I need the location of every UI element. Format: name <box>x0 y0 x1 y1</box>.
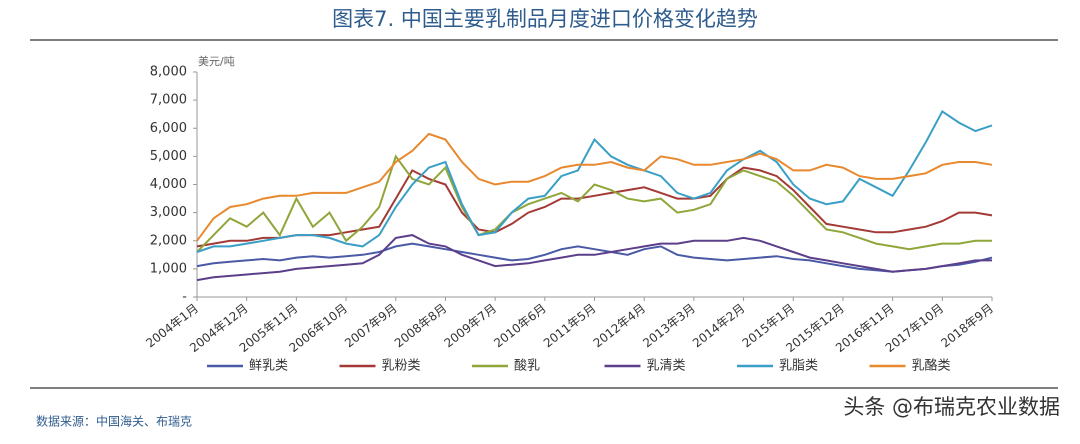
series-line <box>196 242 993 273</box>
legend-label: 乳酪类 <box>912 358 951 374</box>
series-line <box>196 109 993 253</box>
x-tick-label: 2008年8月 <box>392 301 450 350</box>
source: 数据来源：中国海关、布瑞克 <box>36 414 192 429</box>
chart-title: 图表7. 中国主要乳制品月度进口价格变化趋势 <box>332 7 758 31</box>
legend-label: 鲜乳类 <box>249 359 288 374</box>
legend-label: 乳脂类 <box>779 359 818 374</box>
y-tick-label: 5,000 <box>150 149 187 164</box>
y-tick-label: - <box>182 290 187 305</box>
x-tick-label: 2018年9月 <box>938 301 996 350</box>
x-tick-label: 2013年3月 <box>640 301 698 350</box>
series-line <box>196 234 992 282</box>
y-tick-label: 1,000 <box>150 261 187 276</box>
y-tick-label: 2,000 <box>150 233 187 248</box>
watermark: 头条 @布瑞克农业数据 <box>843 395 1060 419</box>
x-tick-label: 2012年4月 <box>591 301 649 350</box>
series-line <box>196 132 993 242</box>
x-tick-label: 2011年5月 <box>541 301 599 350</box>
series-line <box>196 166 993 248</box>
legend-label: 酸乳 <box>514 359 540 374</box>
x-tick-label: 2010年6月 <box>491 301 549 350</box>
y-tick-label: 4,000 <box>150 177 187 192</box>
y-axis-label: 美元/吨 <box>198 55 235 68</box>
y-tick-label: 6,000 <box>150 121 187 136</box>
y-tick-label: 3,000 <box>150 205 187 220</box>
series-line <box>196 154 992 253</box>
x-tick-label: 2007年9月 <box>342 301 400 350</box>
y-tick-label: 7,000 <box>150 93 187 108</box>
x-tick-label: 2009年7月 <box>442 301 500 350</box>
legend-label: 乳粉类 <box>382 359 421 374</box>
x-tick-label: 2014年2月 <box>690 301 748 350</box>
y-tick-label: 8,000 <box>150 65 187 80</box>
legend-label: 乳清类 <box>647 359 686 374</box>
